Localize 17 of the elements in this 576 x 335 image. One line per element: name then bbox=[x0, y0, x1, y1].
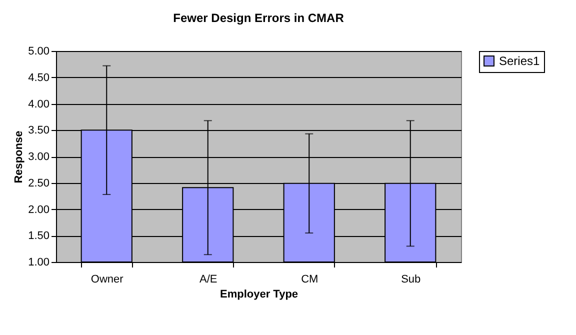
y-tick-label: 3.50 bbox=[28, 124, 50, 137]
y-axis-title: Response bbox=[13, 130, 26, 184]
x-tick-label: CM bbox=[301, 274, 318, 286]
x-axis-title: Employer Type bbox=[220, 288, 298, 300]
y-tick-label: 4.50 bbox=[28, 72, 50, 84]
y-tick-label: 2.50 bbox=[28, 177, 50, 190]
y-tick-label: 2.00 bbox=[28, 204, 50, 216]
x-tick-label: Owner bbox=[90, 274, 124, 286]
x-tick-label: Sub bbox=[401, 274, 421, 286]
y-tick-label: 3.00 bbox=[28, 151, 50, 163]
y-tick-label: 1.50 bbox=[28, 230, 50, 242]
y-tick-label: 5.00 bbox=[28, 46, 50, 58]
x-tick-label: A/E bbox=[200, 274, 218, 286]
chart-title: Fewer Design Errors in CMAR bbox=[173, 11, 344, 25]
y-tick-label: 4.00 bbox=[28, 98, 50, 110]
legend-label: Series1 bbox=[499, 54, 540, 68]
y-tick-label: 1.00 bbox=[28, 256, 50, 268]
